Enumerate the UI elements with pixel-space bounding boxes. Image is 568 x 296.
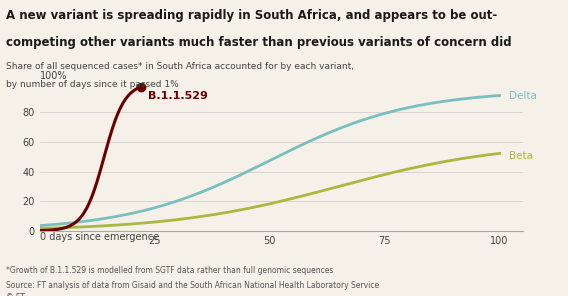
Text: 100%: 100% [40, 71, 67, 81]
Text: *Growth of B.1.1.529 is modelled from SGTF data rather than full genomic sequenc: *Growth of B.1.1.529 is modelled from SG… [6, 266, 333, 275]
Text: Share of all sequenced cases* in South Africa accounted for by each variant,: Share of all sequenced cases* in South A… [6, 62, 354, 71]
Text: Delta: Delta [509, 91, 537, 101]
Text: Source: FT analysis of data from Gisaid and the South African National Health La: Source: FT analysis of data from Gisaid … [6, 281, 379, 290]
Text: competing other variants much faster than previous variants of concern did: competing other variants much faster tha… [6, 36, 511, 49]
Text: by number of days since it passed 1%: by number of days since it passed 1% [6, 80, 178, 89]
Text: © FT: © FT [6, 293, 24, 296]
Text: Beta: Beta [509, 151, 533, 161]
Text: 0 days since emergence: 0 days since emergence [40, 232, 159, 242]
Text: A new variant is spreading rapidly in South Africa, and appears to be out-: A new variant is spreading rapidly in So… [6, 9, 497, 22]
Text: B.1.1.529: B.1.1.529 [148, 91, 208, 101]
